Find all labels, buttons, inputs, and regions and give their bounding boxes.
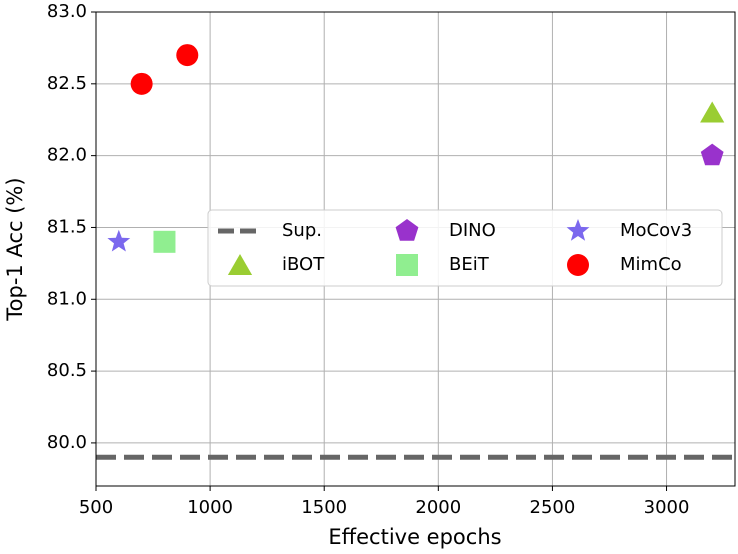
legend-label: DINO [449, 220, 496, 241]
x-tick-label: 2500 [530, 497, 576, 518]
legend: Sup. iBOT DINO BEiT MoCov3 MimCo [207, 209, 723, 287]
y-axis-label: Top-1 Acc (%) [3, 177, 27, 321]
legend-label: Sup. [282, 220, 322, 241]
marker [130, 72, 153, 95]
y-tick-label: 81.5 [47, 216, 87, 237]
x-tick-label: 1000 [187, 497, 233, 518]
legend-label: BEiT [449, 254, 490, 275]
marker [153, 230, 176, 253]
legend-handle [396, 254, 418, 276]
legend-handle [395, 219, 419, 241]
marker [700, 143, 724, 166]
y-tick-label: 83.0 [47, 1, 87, 22]
legend-label: iBOT [282, 254, 325, 275]
legend-label: MoCov3 [620, 220, 692, 241]
marker [176, 44, 199, 67]
legend-handle [227, 254, 253, 275]
y-tick-label: 82.0 [47, 145, 87, 166]
x-tick-label: 1500 [301, 497, 347, 518]
plot-frame [95, 11, 736, 487]
legend-box [207, 209, 723, 287]
x-tick-label: 500 [79, 497, 113, 518]
y-tick-label: 82.5 [47, 73, 87, 94]
legend-handle [567, 254, 589, 276]
legend-label: MimCo [620, 254, 682, 275]
y-tick-label: 81.0 [47, 288, 87, 309]
x-tick-label: 2000 [415, 497, 461, 518]
y-tick-label: 80.0 [47, 432, 87, 453]
x-axis-label: Effective epochs [328, 525, 501, 549]
y-tick-label: 80.5 [47, 360, 87, 381]
x-tick-label: 3000 [644, 497, 690, 518]
marker [107, 229, 131, 252]
legend-handle [566, 219, 590, 241]
marker [700, 101, 725, 123]
